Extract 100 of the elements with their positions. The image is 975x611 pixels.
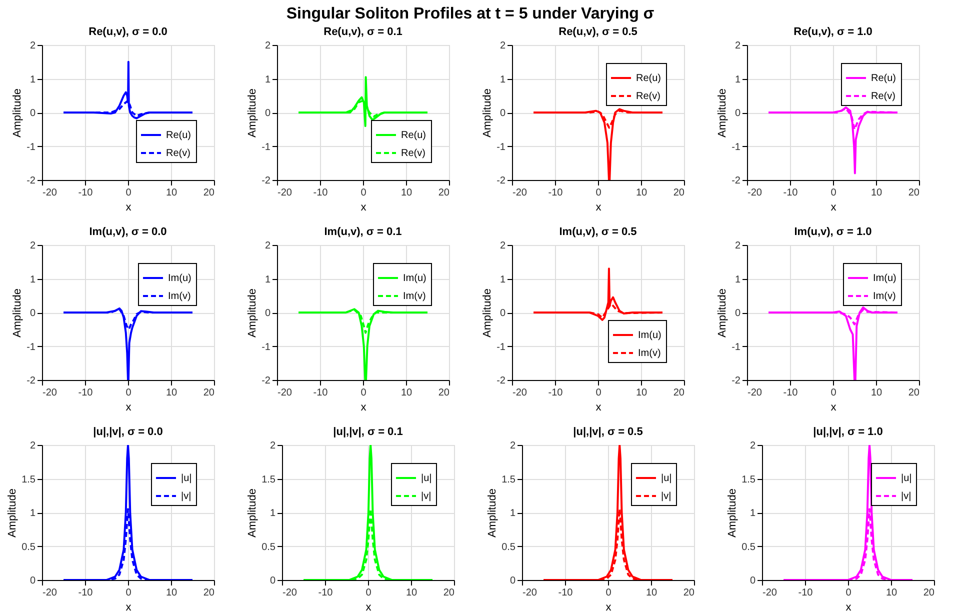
y-tick-label: 2 [734, 40, 741, 52]
x-tick-label: 10 [400, 388, 412, 398]
y-tick-label: 0 [264, 308, 271, 319]
x-tick-label: -10 [78, 388, 94, 398]
y-axis-title: Amplitude [246, 288, 259, 338]
x-tick-label: 20 [908, 388, 920, 398]
x-tick-label: -20 [278, 188, 292, 198]
chart-title: Re(u,v), σ = 0.0 [88, 26, 168, 38]
x-tick-label: -10 [318, 588, 334, 598]
y-tick-label: -1 [496, 342, 506, 353]
legend-label: Im(u) [873, 273, 896, 284]
y-tick-label: 0 [264, 108, 271, 119]
y-tick-label: 1.5 [742, 474, 756, 486]
chart-title: Im(u,v), σ = 0.5 [559, 226, 637, 238]
x-tick-label: -20 [748, 188, 762, 198]
x-tick-label: -20 [512, 388, 528, 398]
chart-title: |u|,|v|, σ = 1.0 [813, 426, 883, 438]
legend-label: Im(v) [168, 291, 191, 302]
x-tick-label: -20 [42, 388, 58, 398]
y-tick-label: 0 [734, 108, 741, 119]
x-tick-label: 10 [870, 388, 882, 398]
x-axis-title: x [366, 602, 372, 611]
x-axis-title: x [596, 402, 602, 414]
chart-title: Re(u,v), σ = 0.1 [324, 26, 402, 38]
x-tick-label: 0 [366, 588, 372, 598]
y-tick-label: 2 [264, 240, 271, 252]
x-tick-label: -20 [42, 188, 58, 198]
x-tick-label: -20 [748, 388, 762, 398]
y-tick-label: 2 [270, 440, 276, 452]
y-tick-label: 2 [510, 440, 516, 452]
legend-label: Im(u) [403, 273, 426, 284]
legend-label: Im(v) [873, 291, 896, 302]
x-tick-label: 20 [923, 588, 935, 598]
x-axis-title: x [596, 202, 602, 214]
x-axis-title: x [360, 402, 367, 414]
x-tick-label: -10 [798, 588, 814, 598]
x-tick-label: 10 [406, 588, 418, 598]
legend-label: Re(v) [401, 148, 426, 159]
legend-label: |u| [421, 473, 432, 484]
legend-label: Re(u) [636, 73, 662, 84]
y-tick-label: 2 [750, 440, 756, 452]
y-tick-label: 1 [270, 508, 276, 519]
x-tick-label: 0 [360, 388, 367, 398]
x-tick-label: -10 [548, 388, 564, 398]
x-tick-label: -10 [313, 388, 328, 398]
x-tick-label: -20 [762, 588, 778, 598]
legend-label: Re(v) [636, 91, 660, 102]
y-axis-title: Amplitude [12, 288, 24, 338]
x-tick-label: -10 [783, 188, 798, 198]
x-tick-label: 10 [870, 188, 882, 198]
x-tick-label: 20 [683, 588, 695, 598]
y-tick-label: -1 [262, 142, 271, 153]
y-axis-title: Amplitude [6, 488, 19, 538]
legend-label: Im(u) [638, 330, 662, 341]
y-tick-label: 1 [500, 74, 506, 86]
x-tick-label: 10 [886, 588, 898, 598]
x-tick-label: 0 [360, 188, 367, 198]
x-tick-label: -10 [783, 388, 798, 398]
y-tick-label: -1 [26, 342, 36, 353]
chart-title: Im(u,v), σ = 0.0 [89, 226, 167, 238]
chart-title: |u|,|v|, σ = 0.1 [333, 426, 403, 438]
y-axis-title: Amplitude [486, 488, 499, 538]
chart-title: Re(u,v), σ = 1.0 [794, 26, 872, 38]
y-axis-title: Amplitude [12, 88, 24, 138]
x-tick-label: -10 [78, 588, 94, 598]
x-tick-label: 0 [126, 388, 132, 398]
y-axis-title: Amplitude [246, 488, 259, 538]
x-tick-label: -10 [78, 188, 94, 198]
x-tick-label: -20 [522, 588, 538, 598]
y-axis-title: Amplitude [726, 488, 739, 538]
x-tick-label: -10 [313, 188, 328, 198]
y-axis-title: Amplitude [482, 288, 494, 338]
y-axis-title: Amplitude [246, 88, 259, 138]
x-tick-label: 10 [166, 588, 178, 598]
y-tick-label: -1 [496, 142, 506, 153]
x-axis-title: x [126, 402, 132, 414]
chart-title: Im(u,v), σ = 1.0 [794, 226, 872, 238]
y-tick-label: 1.5 [22, 474, 36, 486]
chart-title: Re(u,v), σ = 0.5 [558, 26, 638, 38]
y-axis-title: Amplitude [716, 288, 729, 338]
legend-label: Im(u) [168, 273, 192, 284]
x-tick-label: 20 [438, 188, 450, 198]
y-tick-label: 0 [750, 576, 756, 586]
legend-label: |u| [661, 473, 672, 484]
y-tick-label: 1 [500, 274, 506, 286]
chart-title: Im(u,v), σ = 0.1 [324, 226, 402, 238]
y-tick-label: 1 [734, 274, 741, 286]
y-tick-label: 2 [264, 40, 271, 52]
x-tick-label: 0 [596, 188, 602, 198]
y-tick-label: 0 [270, 576, 276, 586]
y-tick-label: 2 [500, 40, 506, 52]
y-tick-label: -2 [732, 376, 741, 386]
x-tick-label: 0 [126, 588, 132, 598]
y-axis-title: Amplitude [482, 88, 494, 138]
y-tick-label: 2 [30, 440, 36, 452]
y-tick-label: 1 [510, 508, 516, 519]
legend-label: Im(v) [403, 291, 426, 302]
y-tick-label: 2 [734, 240, 741, 252]
legend-label: Re(u) [166, 130, 192, 141]
y-tick-label: 0.5 [262, 542, 276, 553]
